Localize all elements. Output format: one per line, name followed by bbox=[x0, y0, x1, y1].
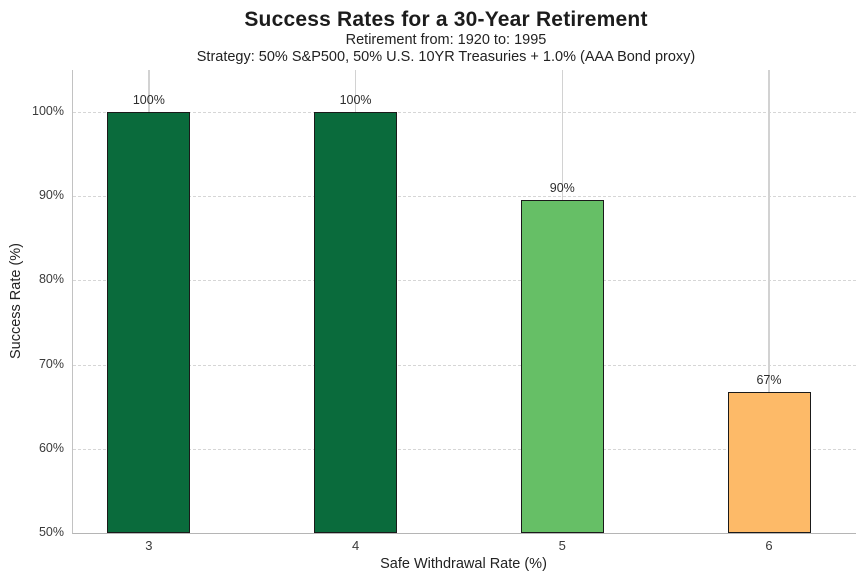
bar-swr-4 bbox=[314, 112, 398, 533]
y-gridline bbox=[73, 196, 856, 198]
x-tick-label: 6 bbox=[765, 538, 773, 553]
y-tick-label: 50% bbox=[38, 525, 64, 539]
y-gridline bbox=[73, 280, 856, 282]
y-tick-label: 80% bbox=[38, 272, 64, 287]
y-gridline bbox=[73, 448, 856, 450]
x-tick-label: 3 bbox=[145, 538, 153, 553]
bar-value-label: 90% bbox=[549, 181, 575, 196]
bar-value-label: 67% bbox=[756, 373, 782, 388]
y-tick-label: 60% bbox=[38, 440, 64, 455]
plot-area: 50% 60% 70% 80% 90% 100% 100% 3 100% 4 90% 5 67% 6 bbox=[32, 70, 856, 553]
x-tick-label: 5 bbox=[558, 538, 566, 553]
y-tick-label: 90% bbox=[38, 188, 64, 203]
bar-value-label: 100% bbox=[339, 93, 372, 108]
bar-swr-6 bbox=[727, 392, 811, 533]
chart-title: Success Rates for a 30-Year Retirement bbox=[244, 8, 648, 31]
y-gridline bbox=[73, 112, 856, 114]
chart-subtitle-range: Retirement from: 1920 to: 1995 bbox=[345, 32, 547, 48]
bar-value-label: 100% bbox=[132, 93, 165, 108]
y-axis-title: Success Rate (%) bbox=[8, 242, 24, 360]
chart-subtitle-strategy: Strategy: 50% S&P500, 50% U.S. 10YR Trea… bbox=[196, 49, 696, 65]
x-axis-title: Safe Withdrawal Rate (%) bbox=[380, 556, 547, 572]
x-tick-label: 4 bbox=[351, 538, 360, 553]
bar-swr-3 bbox=[107, 112, 191, 533]
chart-header: Success Rates for a 30-Year Retirement R… bbox=[36, 0, 856, 66]
y-tick-label: 100% bbox=[32, 104, 64, 119]
y-tick-label: 70% bbox=[38, 356, 64, 371]
y-gridline bbox=[73, 364, 856, 366]
bar-swr-5 bbox=[520, 200, 604, 533]
x-gridline bbox=[768, 70, 770, 533]
